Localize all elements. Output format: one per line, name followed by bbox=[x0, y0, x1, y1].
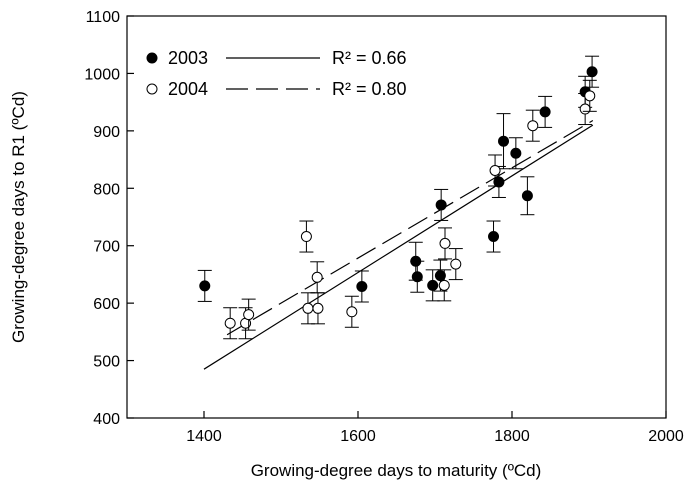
data-point-2003 bbox=[493, 176, 505, 188]
data-point-2004 bbox=[450, 258, 462, 270]
data-point-2004 bbox=[438, 279, 450, 291]
data-point-2004 bbox=[579, 103, 591, 115]
data-point-2003 bbox=[498, 135, 510, 147]
data-point-2004 bbox=[439, 237, 451, 249]
legend-marker-filled-circle bbox=[146, 52, 158, 64]
data-point-2004 bbox=[300, 231, 312, 243]
data-point-2004 bbox=[584, 90, 596, 102]
legend-label-2004: 2004 bbox=[168, 79, 208, 99]
y-tick-label: 1000 bbox=[84, 66, 120, 83]
regression-line-2003 bbox=[203, 124, 594, 370]
x-axis: 1400 1600 1800 2000 bbox=[186, 411, 684, 445]
data-point-2003 bbox=[488, 231, 500, 243]
x-tick-label: 1400 bbox=[186, 428, 222, 445]
data-point-2003 bbox=[435, 199, 447, 211]
data-point-2003 bbox=[199, 280, 211, 292]
data-point-2004 bbox=[312, 302, 324, 314]
y-tick-label: 600 bbox=[93, 296, 120, 313]
data-point-2004 bbox=[346, 306, 358, 318]
data-point-2004 bbox=[243, 309, 255, 321]
data-point-2003 bbox=[427, 279, 439, 291]
data-point-2003 bbox=[539, 106, 551, 118]
data-point-2003 bbox=[356, 280, 368, 292]
legend-r2-2003: R² = 0.66 bbox=[332, 48, 407, 68]
x-tick-label: 1800 bbox=[494, 428, 530, 445]
regression-lines bbox=[203, 120, 594, 370]
legend-r2-2004: R² = 0.80 bbox=[332, 79, 407, 99]
data-point-2004 bbox=[302, 302, 314, 314]
legend: 2003 R² = 0.66 2004 R² = 0.80 bbox=[146, 48, 407, 99]
data-point-2004 bbox=[527, 120, 539, 132]
y-tick-label: 500 bbox=[93, 354, 120, 371]
legend-entry-2004: 2004 R² = 0.80 bbox=[146, 79, 407, 99]
regression-line-2004 bbox=[226, 120, 594, 336]
series-2004 bbox=[223, 79, 597, 340]
x-tick-label: 1600 bbox=[340, 428, 376, 445]
legend-entry-2003: 2003 R² = 0.66 bbox=[146, 48, 407, 68]
y-tick-label: 400 bbox=[93, 411, 120, 428]
data-point-2003 bbox=[521, 190, 533, 202]
series-2003 bbox=[197, 55, 600, 303]
data-point-2003 bbox=[434, 270, 446, 282]
y-tick-label: 900 bbox=[93, 124, 120, 141]
plot-area bbox=[126, 15, 667, 419]
data-point-2003 bbox=[411, 271, 423, 283]
x-axis-title: Growing-degree days to maturity (ºCd) bbox=[251, 461, 542, 480]
data-point-2004 bbox=[311, 271, 323, 283]
data-point-2004 bbox=[224, 317, 236, 329]
legend-label-2003: 2003 bbox=[168, 48, 208, 68]
x-tick-label: 2000 bbox=[648, 428, 684, 445]
data-point-2004 bbox=[489, 164, 501, 176]
legend-marker-open-circle bbox=[146, 83, 158, 95]
y-tick-label: 800 bbox=[93, 181, 120, 198]
plot-frame bbox=[126, 15, 667, 419]
data-points bbox=[197, 55, 600, 340]
y-tick-label: 1100 bbox=[86, 9, 121, 26]
y-axis-title: Growing-degree days to R1 (ºCd) bbox=[9, 91, 28, 343]
data-point-2003 bbox=[510, 147, 522, 159]
y-tick-label: 700 bbox=[93, 239, 120, 256]
data-point-2003 bbox=[586, 66, 598, 78]
y-axis: 400 500 600 700 800 900 1000 1100 bbox=[84, 9, 134, 428]
